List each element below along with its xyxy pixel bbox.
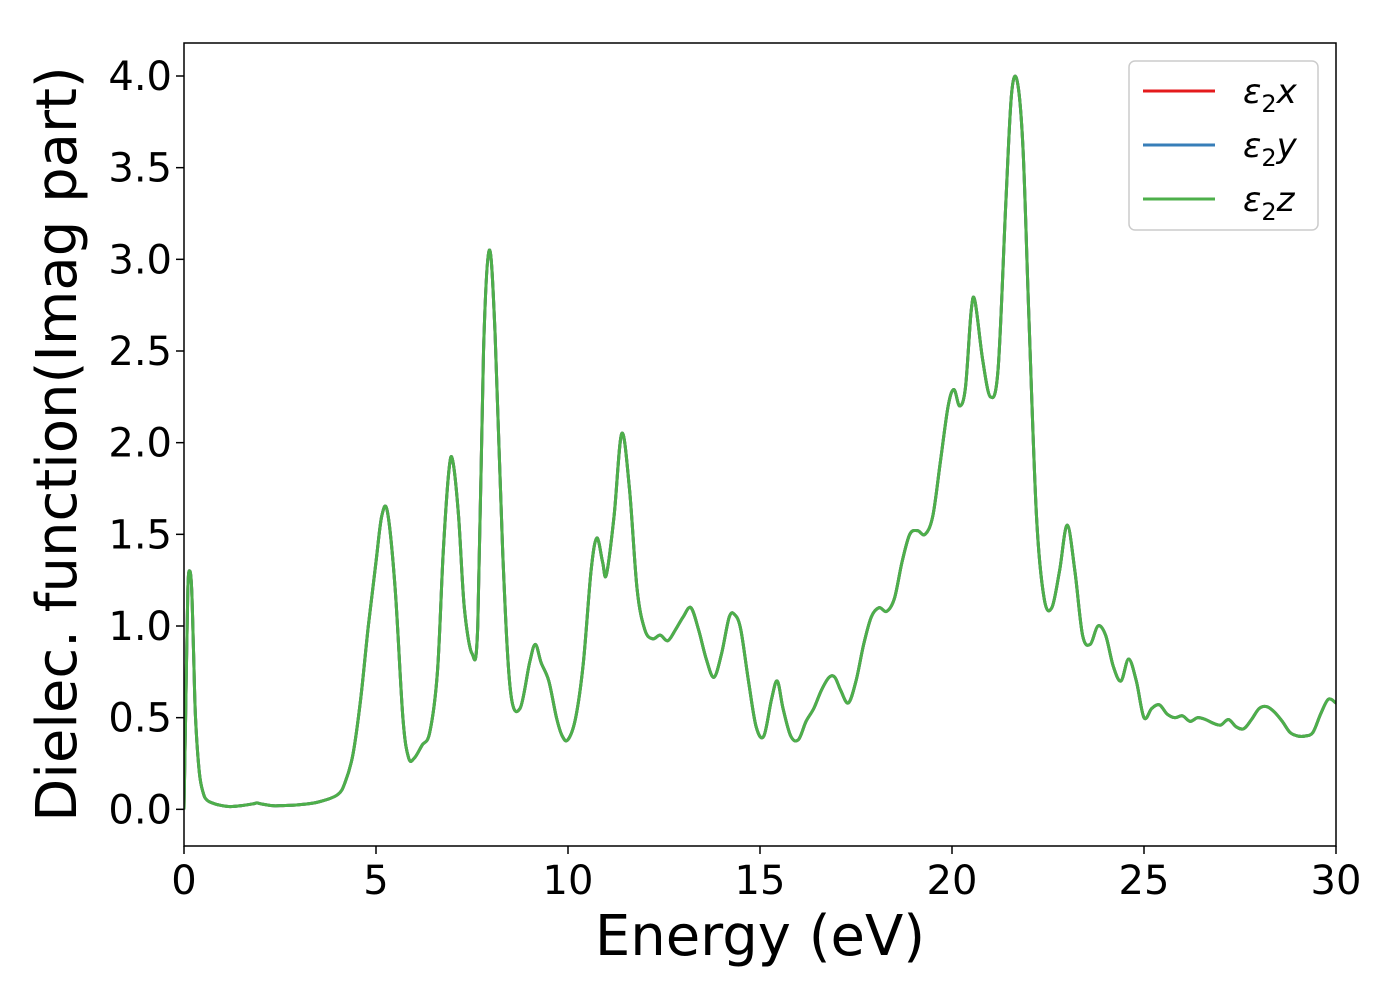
y-tick-label: 3.5 — [108, 146, 172, 192]
x-tick-label: 0 — [171, 858, 196, 904]
series-line-3 — [184, 74, 1336, 810]
y-tick-label: 4.0 — [108, 54, 172, 100]
x-tick-label: 10 — [543, 858, 594, 904]
y-tick-label: 0.5 — [108, 696, 172, 742]
y-tick-label: 2.5 — [108, 329, 172, 375]
y-axis: 0.0 0.5 1.0 1.5 2.0 2.5 3.0 3.5 4.0 — [108, 54, 184, 833]
legend-label-2: ε2y — [1243, 126, 1298, 172]
y-tick-label: 0.0 — [108, 787, 172, 833]
x-axis: 0 5 10 15 20 25 30 — [171, 846, 1361, 904]
legend-box — [1128, 60, 1319, 231]
x-tick-label: 30 — [1311, 858, 1362, 904]
y-tick-label: 1.5 — [108, 512, 172, 558]
x-tick-label: 5 — [363, 858, 388, 904]
x-tick-label: 15 — [735, 858, 786, 904]
y-tick-label: 1.0 — [108, 604, 172, 650]
series-layer — [184, 74, 1336, 810]
y-tick-label: 3.0 — [108, 237, 172, 283]
legend-label-3: ε2z — [1243, 180, 1296, 226]
x-tick-label: 25 — [1119, 858, 1170, 904]
legend-label-1: ε2x — [1243, 72, 1298, 118]
x-axis-label: Energy (eV) — [595, 904, 925, 969]
x-tick-label: 20 — [927, 858, 978, 904]
y-tick-label: 2.0 — [108, 421, 172, 467]
y-axis-label: Dielec. function(Imag part) — [25, 66, 90, 822]
legend: ε2x ε2y ε2z — [1128, 60, 1319, 231]
